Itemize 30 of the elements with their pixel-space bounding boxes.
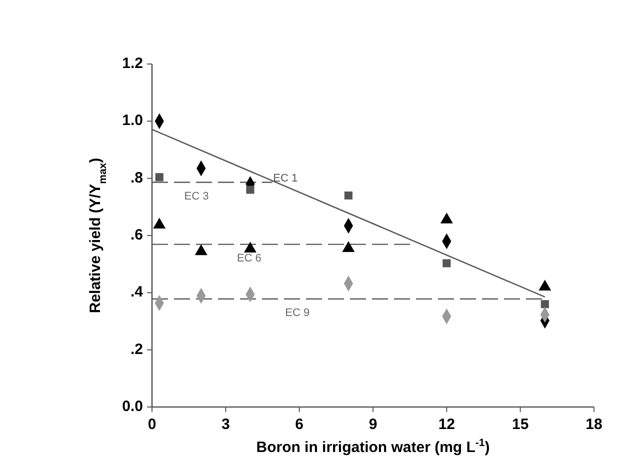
y-tick-label: .2: [130, 340, 143, 358]
point: [153, 218, 166, 229]
y-tick-label: .8: [130, 169, 143, 186]
x-tick-label: 12: [438, 416, 456, 433]
y-tick-label: 1.0: [122, 112, 143, 130]
x-tick-label: 18: [586, 416, 602, 433]
x-tick-label: 0: [148, 416, 156, 433]
y-tick-label: .6: [130, 226, 143, 244]
series-label: EC 3: [184, 190, 209, 202]
point: [440, 213, 453, 224]
point: [342, 242, 354, 252]
series-label: EC 1: [273, 172, 298, 184]
x-tick-label: 15: [512, 416, 529, 433]
y-tick-label: 1.2: [122, 54, 143, 72]
point: [155, 173, 164, 182]
x-tick-label: 9: [368, 416, 378, 433]
x-tick-label: 6: [295, 416, 304, 433]
x-axis-title: Boron in irrigation water (mg L$^{-1}$): [256, 437, 490, 456]
point: [195, 244, 207, 256]
y-tick-label: 0.0: [122, 398, 143, 415]
point: [344, 191, 352, 200]
series-label: EC 9: [285, 306, 310, 319]
point: [442, 259, 451, 268]
point: [539, 280, 551, 291]
x-tick-label: 3: [221, 416, 230, 433]
point: [540, 300, 549, 308]
point: [246, 186, 254, 194]
point: [244, 242, 256, 253]
y-tick-label: .4: [130, 284, 144, 301]
series-label: EC 6: [236, 252, 262, 264]
